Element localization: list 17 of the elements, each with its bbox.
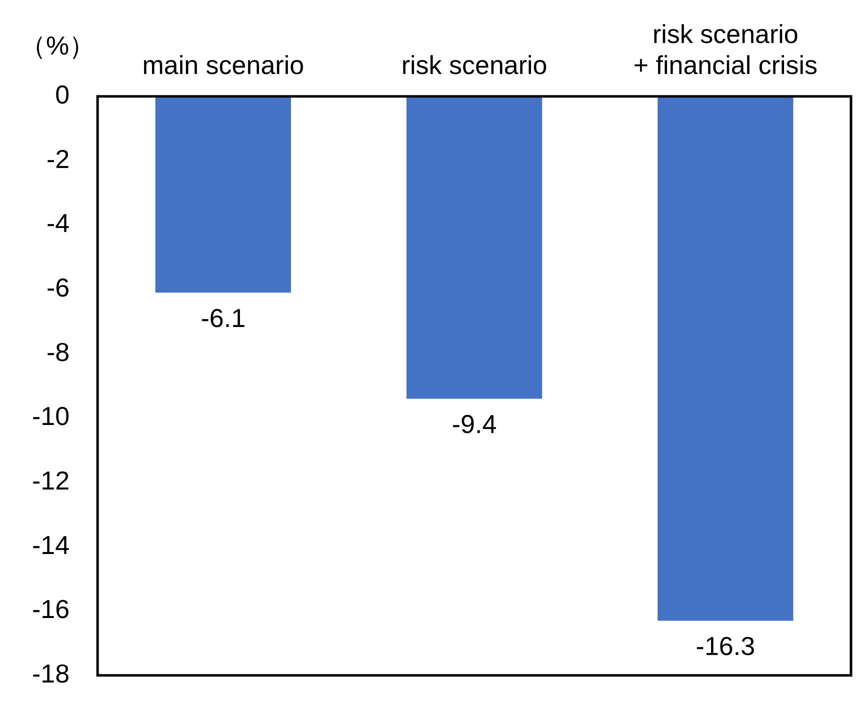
y-tick-label: -16 [32, 594, 70, 624]
x-tick-label: risk scenario + financial crisis [633, 18, 818, 80]
y-tick-label: -10 [32, 401, 70, 432]
data-label: -9.4 [452, 408, 497, 439]
y-axis-title: （%） [20, 30, 96, 60]
x-tick-label: risk scenario [401, 50, 548, 80]
y-tick-label: -18 [32, 658, 70, 689]
data-label: -6.1 [200, 302, 246, 333]
y-tick-label: -14 [32, 530, 70, 560]
y-tick-label: -2 [46, 144, 70, 174]
y-tick-label: 0 [55, 80, 70, 110]
y-tick-label: -12 [32, 466, 70, 496]
data-label: -16.3 [696, 630, 756, 661]
y-tick-label: -4 [46, 208, 70, 238]
y-tick-label: -6 [46, 272, 70, 303]
y-tick-label: -8 [46, 336, 70, 367]
x-tick-label: main scenario [142, 50, 304, 80]
